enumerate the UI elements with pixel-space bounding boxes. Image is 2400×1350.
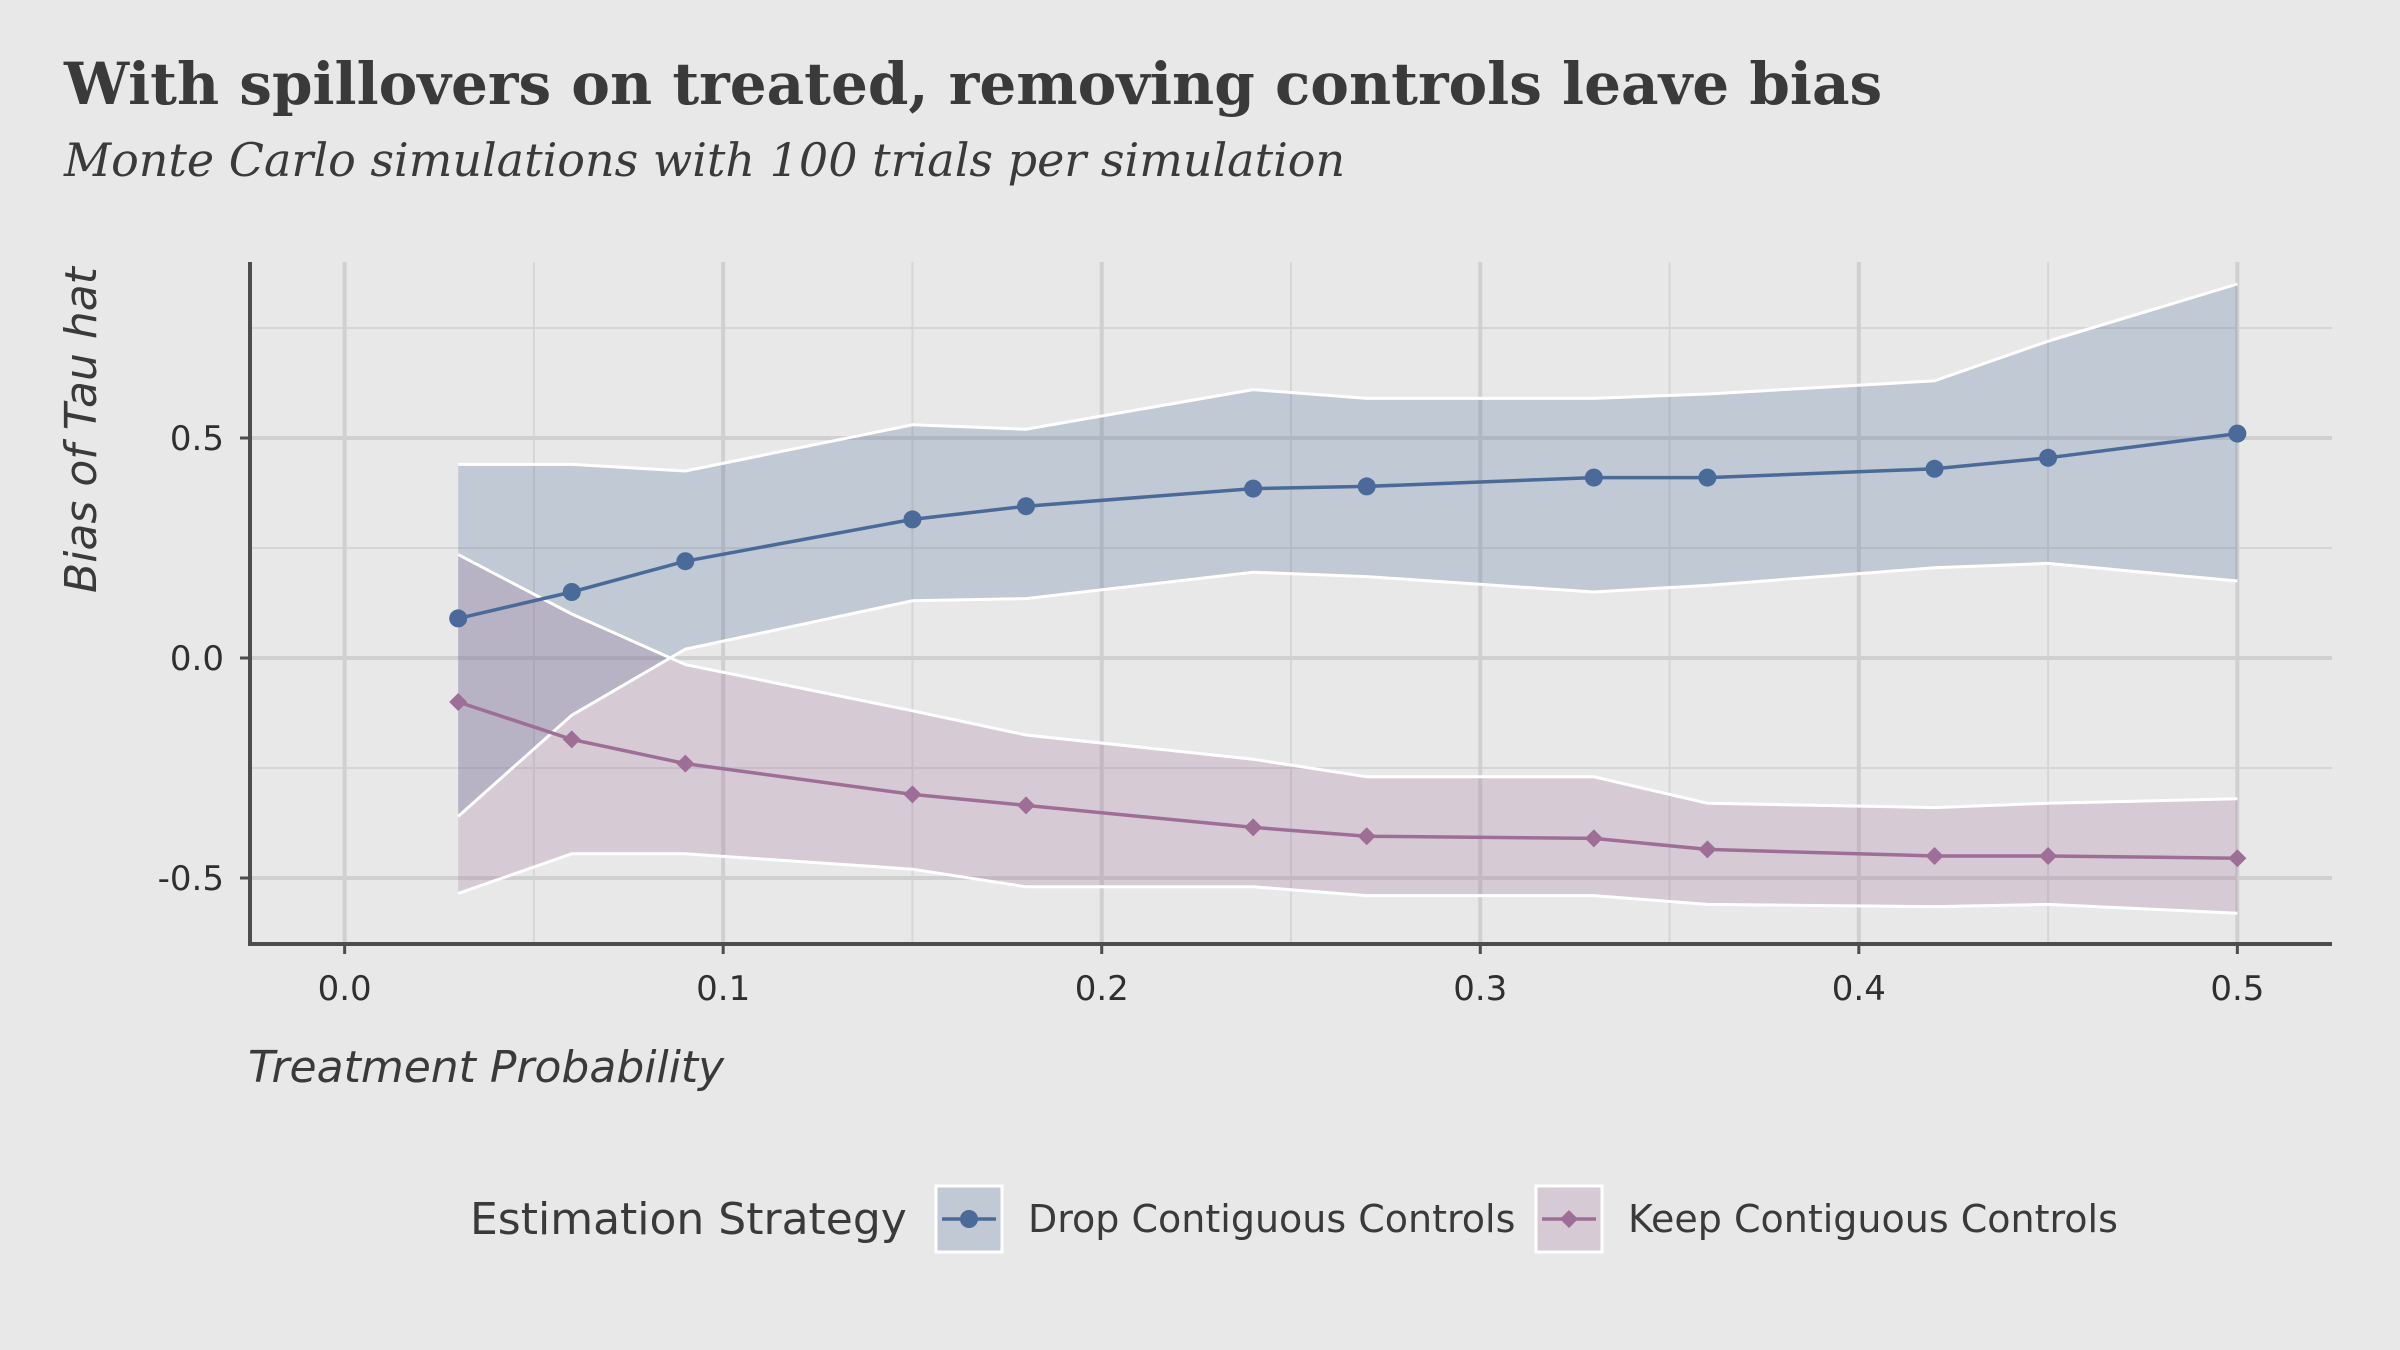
data-point-series-1 [903, 510, 922, 529]
data-point-series-2 [1017, 796, 1036, 815]
band-lower-edge-series-2 [457, 852, 2238, 915]
chart-subtitle: Monte Carlo simulations with 100 trials … [63, 133, 1345, 187]
band-lower-edge-series-1 [457, 561, 2238, 818]
x-tick-label: 0.2 [1075, 969, 1129, 1009]
x-tick-label: 0.3 [1453, 969, 1507, 1009]
plot-area: 0.0 0.1 0.2 0.3 0.4 0.5 -0.5 0.0 0.5 [158, 262, 2332, 1009]
x-tick-label: 0.5 [2210, 969, 2264, 1009]
x-tick-label: 0.4 [1832, 969, 1886, 1009]
data-point-series-2 [1698, 840, 1717, 859]
data-point-series-2 [2228, 849, 2247, 868]
data-point-series-2 [2039, 847, 2058, 865]
data-point-series-2 [1244, 818, 1263, 837]
data-point-series-1 [1017, 497, 1036, 516]
series-line-2 [457, 700, 2238, 860]
data-point-series-2 [1925, 847, 1944, 865]
y-axis-title: Bias of Tau hat [56, 265, 107, 593]
data-point-series-2 [676, 754, 695, 773]
series-line-1 [457, 431, 2238, 621]
data-point-series-1 [676, 552, 695, 571]
y-tick-label: -0.5 [158, 859, 224, 899]
data-point-series-2 [903, 785, 922, 804]
legend: Estimation Strategy Drop Contiguous Contr… [470, 1184, 2118, 1254]
data-point-series-1 [1244, 479, 1263, 498]
data-point-series-1 [1925, 459, 1944, 478]
data-point-series-1 [2039, 448, 2058, 467]
confidence-band-series-1 [458, 284, 2238, 817]
chart-title: With spillovers on treated, removing con… [63, 50, 1882, 118]
data-point-series-1 [562, 583, 581, 601]
data-point-series-2 [562, 730, 581, 749]
band-upper-edge-series-1 [458, 282, 2238, 473]
data-point-series-1 [1584, 468, 1603, 487]
band-upper-edge-series-2 [457, 553, 2238, 810]
legend-key-marker-series-1 [960, 1210, 978, 1228]
legend-title: Estimation Strategy [470, 1194, 907, 1245]
y-tick-label: 0.5 [170, 419, 224, 459]
data-point-series-1 [1357, 477, 1376, 496]
confidence-band-series-2 [458, 554, 2238, 914]
x-tick-label: 0.1 [696, 969, 750, 1009]
data-point-series-1 [1698, 468, 1717, 487]
data-point-series-2 [1357, 827, 1376, 846]
data-point-series-1 [449, 609, 468, 628]
data-point-series-1 [2228, 424, 2247, 443]
legend-key-marker-series-2 [1560, 1210, 1578, 1228]
data-point-series-2 [1584, 829, 1603, 848]
y-tick-label: 0.0 [170, 639, 224, 679]
legend-label-series-1: Drop Contiguous Controls [1028, 1197, 1515, 1241]
x-tick-label: 0.0 [318, 969, 372, 1009]
legend-label-series-2: Keep Contiguous Controls [1628, 1197, 2118, 1241]
x-axis-title: Treatment Probability [248, 1042, 725, 1093]
data-point-series-2 [449, 693, 468, 711]
